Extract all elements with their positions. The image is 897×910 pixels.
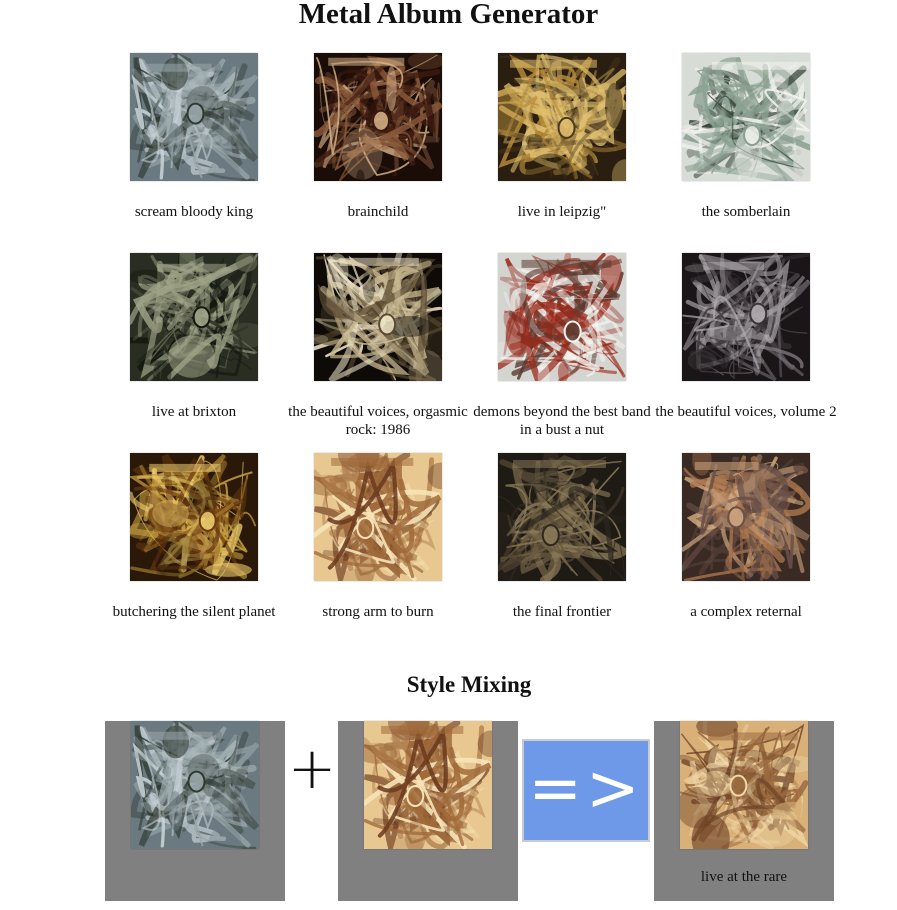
album-title: the beautiful voices, orgasmic rock: 198…	[288, 404, 468, 438]
album-card[interactable]: the somberlain	[654, 53, 838, 221]
source-a-panel[interactable]	[105, 721, 285, 901]
album-card[interactable]: the beautiful voices, orgasmic rock: 198…	[286, 253, 470, 439]
album-title: demons beyond the best band in a bust a …	[473, 404, 651, 438]
source-a-cover-image[interactable]	[131, 721, 259, 849]
source-b-panel[interactable]	[338, 721, 518, 901]
result-cover-image[interactable]	[680, 721, 808, 849]
album-card[interactable]: the beautiful voices, volume 2	[654, 253, 838, 421]
album-title: the somberlain	[701, 204, 791, 220]
album-title: the beautiful voices, volume 2	[655, 404, 837, 420]
album-title: strong arm to burn	[322, 604, 434, 620]
album-title: live in leipzig"	[517, 204, 607, 220]
result-panel[interactable]	[654, 721, 834, 901]
album-title: a complex reternal	[690, 604, 802, 620]
album-cover-image[interactable]	[498, 253, 626, 381]
album-cover-image[interactable]	[682, 253, 810, 381]
page-title: Metal Album Generator	[298, 0, 599, 30]
album-cover-image[interactable]	[314, 453, 442, 581]
album-title: live at brixton	[151, 404, 237, 420]
album-cover-image[interactable]	[682, 53, 810, 181]
album-cover-image[interactable]	[498, 53, 626, 181]
album-cover-image[interactable]	[314, 53, 442, 181]
album-card[interactable]: demons beyond the best band in a bust a …	[470, 253, 654, 439]
album-card[interactable]: the final frontier	[470, 453, 654, 621]
album-cover-image[interactable]	[130, 453, 258, 581]
album-cover-image[interactable]	[314, 253, 442, 381]
album-card[interactable]: scream bloody king	[102, 53, 286, 221]
album-cover-image[interactable]	[682, 453, 810, 581]
album-card[interactable]: a complex reternal	[654, 453, 838, 621]
album-cover-image[interactable]	[498, 453, 626, 581]
album-grid: scream bloody king brainchild live in le…	[102, 53, 838, 621]
album-card[interactable]: brainchild	[286, 53, 470, 221]
source-b-cover-image[interactable]	[364, 721, 492, 849]
mix-generate-button[interactable]: =>	[522, 739, 650, 842]
album-title: brainchild	[347, 204, 409, 220]
album-cover-image[interactable]	[130, 253, 258, 381]
album-card[interactable]: live in leipzig"	[470, 53, 654, 221]
album-title: the final frontier	[512, 604, 612, 620]
album-title: scream bloody king	[134, 204, 254, 220]
style-mixing-title: Style Mixing	[406, 672, 532, 697]
album-cover-image[interactable]	[130, 53, 258, 181]
album-title: butchering the silent planet	[112, 604, 276, 620]
result-album-title: live at the rare	[700, 869, 788, 885]
plus-icon: +	[287, 734, 337, 802]
album-card[interactable]: strong arm to burn	[286, 453, 470, 621]
album-card[interactable]: butchering the silent planet	[102, 453, 286, 621]
album-card[interactable]: live at brixton	[102, 253, 286, 421]
